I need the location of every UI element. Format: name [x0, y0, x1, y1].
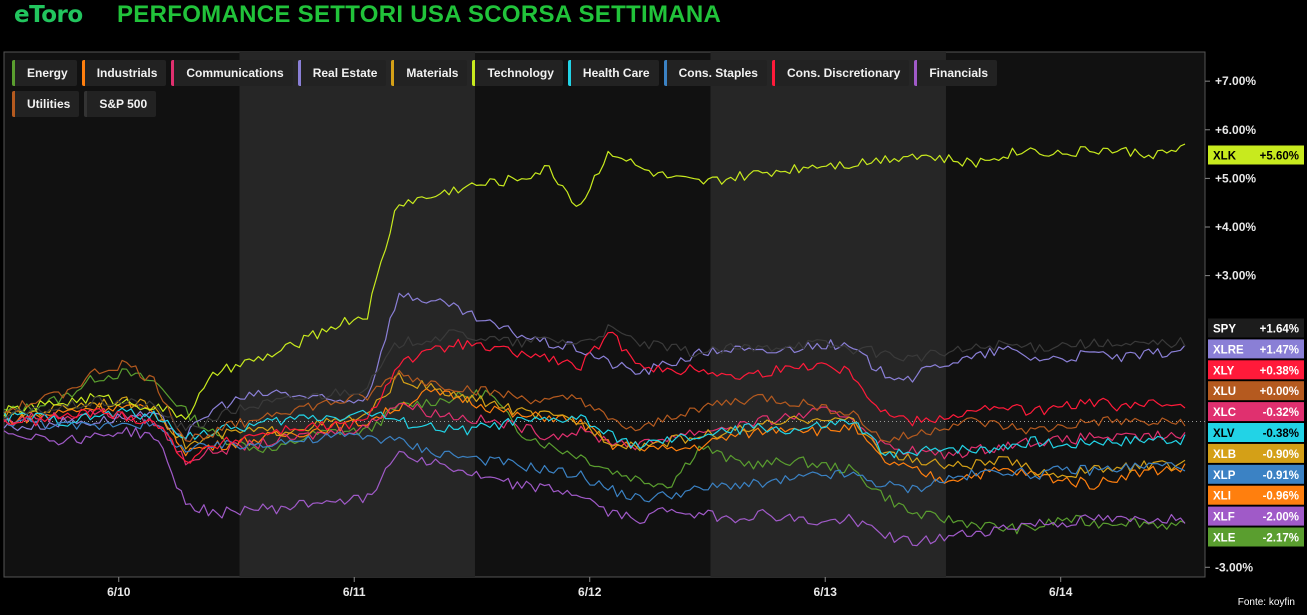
- legend-item-xly[interactable]: Cons. Discretionary: [771, 60, 910, 86]
- y-tick-label: +5.00%: [1215, 171, 1256, 185]
- end-label-xli: [1208, 485, 1304, 505]
- x-tick-label: 6/11: [343, 585, 366, 599]
- end-label-value: +0.38%: [1260, 365, 1299, 377]
- end-label-value: +1.64%: [1260, 324, 1299, 336]
- end-label-xlre: [1208, 339, 1304, 359]
- end-label-xlb: [1208, 443, 1304, 463]
- y-tick-label: +4.00%: [1215, 220, 1256, 234]
- end-label-value: -0.90%: [1263, 449, 1299, 461]
- end-label-ticker: XLY: [1213, 365, 1235, 377]
- legend-item-xlu[interactable]: Utilities: [12, 91, 80, 117]
- plot-area: [3, 51, 1206, 578]
- end-label-spy: [1208, 318, 1304, 338]
- end-label-ticker: XLC: [1213, 407, 1236, 419]
- legend-item-xlf[interactable]: Financials: [914, 60, 998, 86]
- day-band: [239, 52, 475, 577]
- end-label-value: -2.17%: [1263, 533, 1299, 545]
- day-band: [710, 52, 946, 577]
- series-line-xlp: [3, 417, 1186, 503]
- y-tick-label: +3.00%: [1215, 269, 1256, 283]
- source-credit: Fonte: koyfin: [1237, 597, 1295, 608]
- end-label-value: -0.38%: [1263, 428, 1299, 440]
- end-label-value: +0.00%: [1260, 386, 1299, 398]
- legend-item-xlc[interactable]: Communications: [171, 60, 293, 86]
- sector-performance-chart: +7.00% +6.00% +5.00% +4.00% +3.00% -3.00% 6/10…: [3, 51, 1304, 599]
- end-label-ticker: XLE: [1213, 533, 1236, 545]
- legend-item-xlk[interactable]: Technology: [472, 60, 563, 86]
- end-label-value: +1.47%: [1260, 344, 1299, 356]
- end-label-value: +5.60%: [1260, 151, 1299, 163]
- legend-item-spy[interactable]: S&P 500: [84, 91, 157, 117]
- series-line-xli: [3, 388, 1186, 490]
- legend-item-xle[interactable]: Energy: [12, 60, 77, 86]
- page-title: PERFOMANCE SETTORI USA SCORSA SETTIMANA: [117, 1, 722, 28]
- end-label-ticker: XLB: [1213, 449, 1236, 461]
- end-label-ticker: XLI: [1213, 491, 1231, 503]
- y-tick-label: +6.00%: [1215, 123, 1256, 137]
- y-tick-label: -3.00%: [1215, 560, 1253, 574]
- end-label-value: -0.32%: [1263, 407, 1299, 419]
- end-label-xlp: [1208, 464, 1304, 484]
- x-tick-label: 6/14: [1049, 585, 1073, 599]
- etoro-logo[interactable]: eToro: [14, 2, 83, 28]
- end-label-ticker: XLU: [1213, 386, 1236, 398]
- legend-item-xlre[interactable]: Real Estate: [297, 60, 387, 86]
- header-bar: eToro PERFOMANCE SETTORI USA SCORSA SETT…: [0, 0, 1307, 50]
- end-label-xlv: [1208, 423, 1304, 442]
- series-line-xlk: [3, 143, 1186, 420]
- end-label-ticker: XLK: [1213, 151, 1237, 163]
- x-tick-label: 6/10: [107, 585, 131, 599]
- x-tick-label: 6/12: [578, 585, 602, 599]
- end-label-value: -2.00%: [1263, 512, 1299, 524]
- end-label-ticker: XLF: [1213, 512, 1235, 524]
- series-line-xlu: [3, 359, 1186, 443]
- legend-item-xli[interactable]: Industrials: [81, 60, 167, 86]
- end-label-ticker: XLV: [1213, 428, 1235, 440]
- series-line-xly: [3, 331, 1186, 464]
- end-label-xlf: [1208, 506, 1304, 526]
- y-tick-label: +7.00%: [1215, 74, 1256, 88]
- legend-item-xlb[interactable]: Materials: [391, 60, 468, 86]
- series-line-spy: [3, 324, 1186, 431]
- legend-item-xlv[interactable]: Health Care: [567, 60, 659, 86]
- end-label-xly: [1208, 360, 1304, 380]
- end-label-value: -0.96%: [1263, 491, 1299, 503]
- series-line-xlv: [3, 407, 1186, 459]
- end-label-ticker: SPY: [1213, 324, 1236, 336]
- legend-item-xlp[interactable]: Cons. Staples: [663, 60, 767, 86]
- end-label-xlc: [1208, 402, 1304, 422]
- end-label-xle: [1208, 527, 1304, 547]
- end-label-xlk: [1208, 145, 1304, 165]
- x-tick-label: 6/13: [814, 585, 838, 599]
- end-label-value: -0.91%: [1263, 470, 1299, 482]
- end-label-ticker: XLP: [1213, 470, 1236, 482]
- chart-legend: Energy Industrials Communications Real Esta…: [12, 60, 1032, 117]
- end-label-ticker: XLRE: [1213, 344, 1244, 356]
- series-line-xlf: [3, 426, 1186, 547]
- series-line-xlb: [3, 372, 1186, 479]
- end-label-xlu: [1208, 381, 1304, 401]
- series-line-xle: [3, 368, 1186, 535]
- series-line-xlre: [3, 292, 1186, 441]
